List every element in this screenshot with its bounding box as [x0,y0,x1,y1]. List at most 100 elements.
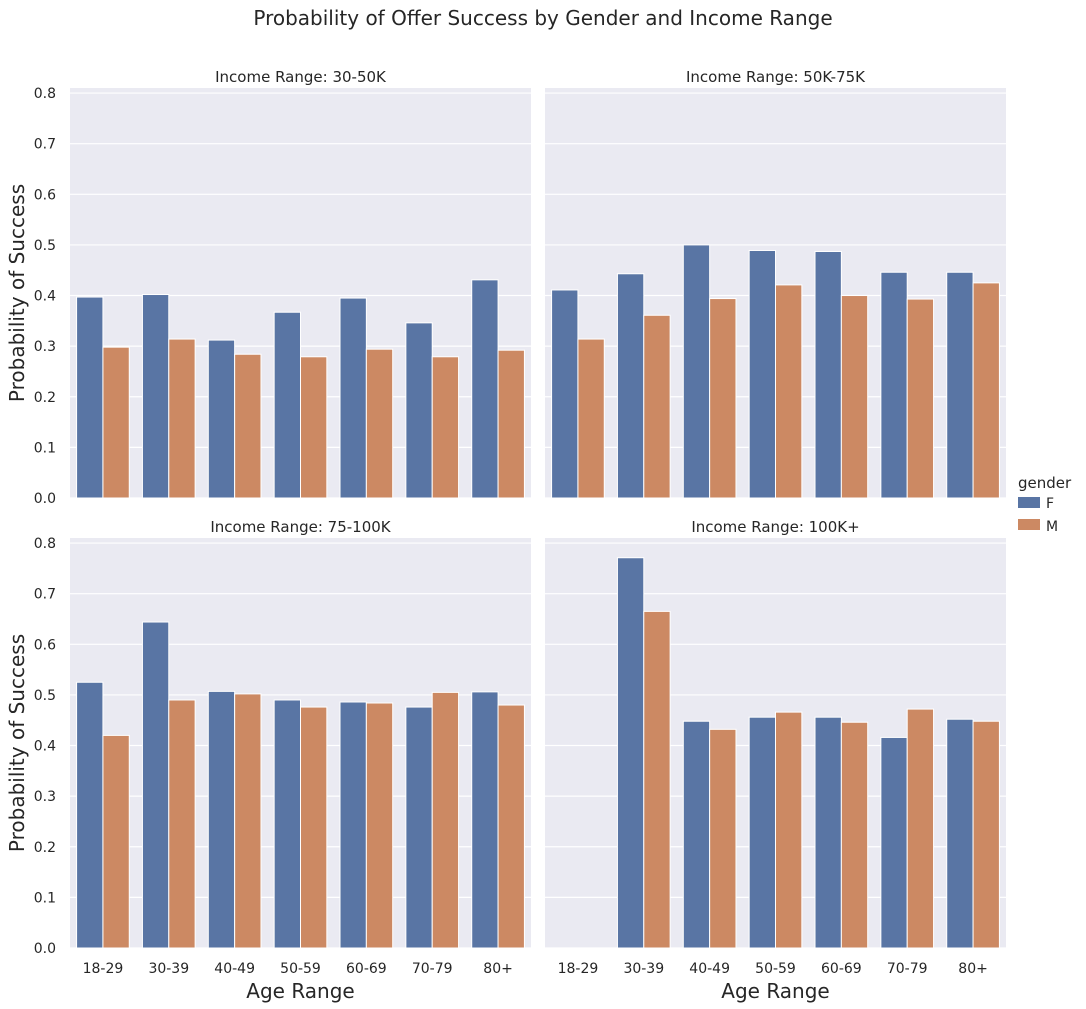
legend-swatch-f [1018,497,1040,508]
bar-f-40-49 [207,690,236,949]
bar-m-30-39 [643,610,671,949]
bar-m-70-79 [906,298,935,499]
bar-f-80+ [946,718,974,949]
bar-f-70-79 [880,271,908,499]
legend-title: gender [1018,474,1072,492]
y-tick-label: 0.0 [34,491,56,507]
bar-m-60-69 [840,295,869,499]
panel-3: Income Range: 75-100K 0.0 0.1 0.2 0.3 0.4 0.5 0… [5,518,531,1003]
bar-m-80+ [497,704,525,949]
panel-4: Income Range: 100K+ 18-29 30-39 40-49 50-59 6… [545,518,1006,1003]
y-tick-label: 0.5 [34,238,56,254]
bar-m-70-79 [431,691,460,949]
y-tick-label: 0.2 [34,390,56,406]
panels: Income Range: 30-50K 0.0 0.1 0.2 0.3 0.4 0.5 0.… [5,68,1006,1003]
y-tick-label: 0.1 [34,890,56,906]
bar-m-40-49 [709,728,737,949]
bar-m-40-49 [234,353,262,499]
bar-m-30-39 [168,338,196,499]
bar-m-18-29 [102,734,130,949]
panel-2: Income Range: 50K-75K [545,68,1006,499]
bar-m-50-59 [300,706,328,949]
bar-f-40-49 [682,720,711,949]
bar-f-60-69 [339,297,367,499]
y-tick-label: 0.7 [34,137,56,153]
x-tick-label: 30-39 [148,961,189,977]
y-tick-label: 0.3 [34,339,56,355]
bar-m-30-39 [643,314,671,499]
y-tick-label: 0.6 [34,637,56,653]
bar-f-60-69 [339,701,367,949]
legend-label-m: M [1046,519,1058,535]
panel-title: Income Range: 100K+ [691,518,859,536]
bar-f-30-39 [141,294,170,499]
bar-m-18-29 [102,346,130,499]
bar-f-30-39 [616,273,645,499]
y-tick-label: 0.4 [34,739,56,755]
x-tick-label: 18-29 [83,961,124,977]
y-tick-label: 0.2 [34,840,56,856]
bar-m-70-79 [431,356,460,499]
x-tick-label: 80+ [958,961,988,977]
bar-m-60-69 [365,348,394,499]
x-tick-label: 40-49 [214,961,255,977]
y-tick-label: 0.0 [34,941,56,957]
x-tick-label: 50-59 [280,961,321,977]
y-tick-label: 0.5 [34,688,56,704]
bar-m-80+ [972,720,1000,949]
bar-f-18-29 [76,681,104,949]
bar-f-60-69 [814,250,842,499]
bar-f-80+ [471,279,499,499]
bar-m-18-29 [577,338,605,499]
bar-f-50-59 [273,699,301,949]
bar-f-50-59 [748,249,777,499]
bar-f-80+ [946,271,974,499]
bar-m-30-39 [168,699,196,949]
x-tick-label: 60-69 [346,961,387,977]
x-tick-label: 30-39 [623,961,664,977]
bar-m-60-69 [365,702,394,949]
y-tick-label: 0.7 [34,587,56,603]
x-tick-label: 50-59 [755,961,796,977]
y-tick-label: 0.3 [34,789,56,805]
bar-f-18-29 [551,289,579,499]
bar-f-50-59 [273,311,301,499]
x-tick-label: 60-69 [821,961,862,977]
legend-label-f: F [1046,496,1054,512]
panel-title: Income Range: 75-100K [210,518,391,536]
bar-f-40-49 [682,244,711,499]
x-tick-label: 40-49 [689,961,730,977]
figure-title: Probability of Offer Success by Gender a… [253,6,832,30]
x-tick-label: 80+ [483,961,513,977]
bar-m-70-79 [906,708,935,949]
bar-m-60-69 [840,721,869,949]
y-tick-label: 0.8 [34,86,56,102]
bar-f-18-29 [76,296,104,499]
x-tick-label: 70-79 [412,961,453,977]
bar-f-70-79 [880,736,908,949]
bar-f-50-59 [748,716,777,949]
bar-m-80+ [972,282,1000,499]
bar-m-50-59 [775,711,803,949]
bar-f-80+ [471,691,499,949]
bar-f-70-79 [405,322,433,499]
y-tick-label: 0.6 [34,187,56,203]
bar-f-70-79 [405,706,433,949]
bar-m-40-49 [709,298,737,499]
x-tick-label: 18-29 [558,961,599,977]
x-tick-label: 70-79 [887,961,928,977]
panel-title: Income Range: 30-50K [215,68,387,86]
bar-f-60-69 [814,716,842,949]
y-axis-label: Probability of Success [5,634,29,852]
legend: gender F M [1018,474,1072,535]
bar-f-30-39 [141,621,170,949]
y-axis-label: Probability of Success [5,184,29,402]
bar-f-40-49 [207,339,236,499]
panel-1: Income Range: 30-50K 0.0 0.1 0.2 0.3 0.4 0.5 0.… [5,68,531,507]
bar-m-40-49 [234,693,262,949]
panel-title: Income Range: 50K-75K [686,68,866,86]
legend-swatch-m [1018,519,1040,530]
bar-f-30-39 [616,557,645,949]
x-axis-label: Age Range [721,979,829,1003]
